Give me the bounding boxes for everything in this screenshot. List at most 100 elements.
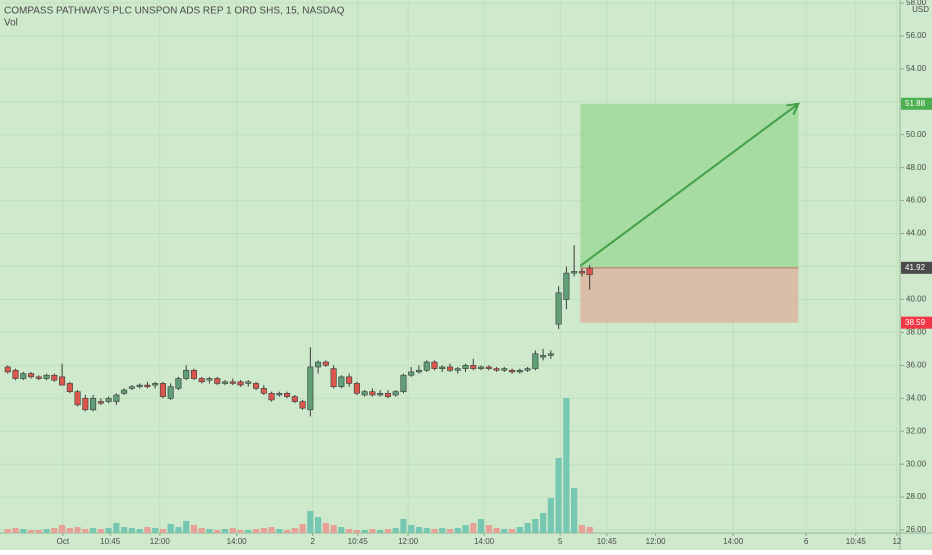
volume-bar	[454, 528, 461, 533]
candle-body	[268, 393, 275, 401]
volume-bar	[291, 528, 298, 533]
candle-body	[431, 361, 438, 369]
arrow-head	[786, 102, 801, 116]
candle-body	[361, 391, 368, 396]
volume-bar	[206, 529, 213, 533]
candle-body	[501, 368, 508, 371]
volume-bar	[415, 527, 423, 533]
candle-body	[43, 374, 50, 379]
candle-body	[307, 366, 314, 411]
chart-title: COMPASS PATHWAYS PLC UNSPON ADS REP 1 OR…	[4, 6, 345, 17]
volume-bar	[27, 530, 35, 533]
volume-bar	[97, 529, 104, 533]
price-badge-label: 41.92	[905, 263, 926, 272]
volume-bar	[431, 529, 438, 533]
volume-bar	[144, 527, 151, 533]
volume-label: Vol	[4, 18, 18, 29]
volume-bar	[82, 529, 89, 533]
candle-body	[237, 381, 244, 386]
candle-body	[198, 378, 205, 383]
volume-bar	[152, 528, 159, 533]
candle-body	[369, 391, 376, 396]
candle-body	[229, 381, 236, 384]
candle-body	[245, 381, 252, 384]
volume-bar	[408, 525, 415, 533]
y-tick-label: 34.00	[906, 393, 927, 402]
volume-bar	[167, 524, 174, 533]
volume-bar	[283, 530, 291, 533]
volume-bar	[423, 528, 430, 533]
candle-body	[563, 272, 570, 300]
axes: 26.00 28.00 30.00 32.00 34.00 36.00 38.00 40.00…	[57, 0, 932, 546]
price-badge-label: 38.59	[905, 318, 926, 327]
volume-bar	[252, 529, 260, 533]
candle-body	[214, 378, 221, 384]
volume-bar	[462, 525, 469, 533]
volume-bar	[90, 528, 97, 533]
volume-pane	[4, 398, 593, 533]
volume-bar	[377, 530, 384, 533]
y-tick-label: 58.00	[906, 0, 927, 7]
volume-bar	[353, 530, 360, 533]
x-tick-label: 5	[558, 537, 563, 546]
volume-bar	[229, 528, 236, 533]
volume-bar	[58, 525, 66, 533]
volume-bar	[66, 528, 73, 533]
candle-body	[260, 388, 267, 394]
candle-body	[315, 361, 322, 368]
volume-bar	[276, 529, 283, 533]
x-tick-label: 14:00	[227, 537, 248, 546]
volume-bar	[392, 528, 399, 533]
volume-bar	[369, 529, 376, 533]
candle-body	[547, 353, 554, 356]
volume-bar	[563, 398, 570, 533]
y-tick-label: 32.00	[906, 426, 927, 435]
loss-zone	[580, 267, 799, 323]
volume-bar	[439, 528, 446, 533]
candle-body	[82, 397, 89, 411]
volume-bar	[299, 524, 306, 533]
candle-body	[28, 373, 35, 378]
volume-bar	[20, 529, 27, 533]
volume-bar	[136, 529, 143, 533]
candle-body	[4, 366, 11, 373]
volume-bar	[516, 527, 523, 533]
candle-body	[167, 386, 174, 399]
volume-bar	[175, 527, 182, 533]
x-tick-label: 6	[804, 537, 809, 546]
volume-bar	[532, 519, 539, 533]
y-tick-label: 54.00	[906, 64, 927, 73]
volume-bar	[501, 529, 508, 533]
volume-bar	[51, 528, 58, 533]
candle-body	[12, 369, 19, 379]
volume-bar	[586, 527, 593, 533]
volume-bar	[43, 529, 50, 533]
candle-body	[485, 366, 492, 369]
x-tick-label: 2	[310, 537, 315, 546]
candle-body	[400, 374, 407, 392]
candle-body	[540, 355, 547, 358]
x-tick-label: 10:45	[597, 537, 618, 546]
volume-bar	[12, 528, 19, 533]
volume-bar	[121, 527, 128, 533]
candle-body	[571, 271, 578, 274]
candle-body	[392, 391, 399, 396]
candle-body	[152, 383, 159, 386]
candle-body	[128, 386, 135, 389]
y-tick-label: 30.00	[906, 459, 927, 468]
volume-bar	[446, 529, 454, 533]
candle-body	[206, 378, 213, 381]
y-tick-label: 48.00	[906, 163, 927, 172]
price-badge-label: 51.88	[905, 99, 926, 108]
volume-bar	[477, 519, 485, 533]
volume-bar	[128, 528, 135, 533]
volume-bar	[113, 523, 120, 533]
candle-body	[338, 376, 345, 388]
candle-body	[555, 292, 562, 325]
candle-body	[175, 378, 182, 389]
candle-body	[586, 267, 593, 276]
x-tick-label: 10:45	[846, 537, 867, 546]
volume-bar	[260, 528, 267, 533]
